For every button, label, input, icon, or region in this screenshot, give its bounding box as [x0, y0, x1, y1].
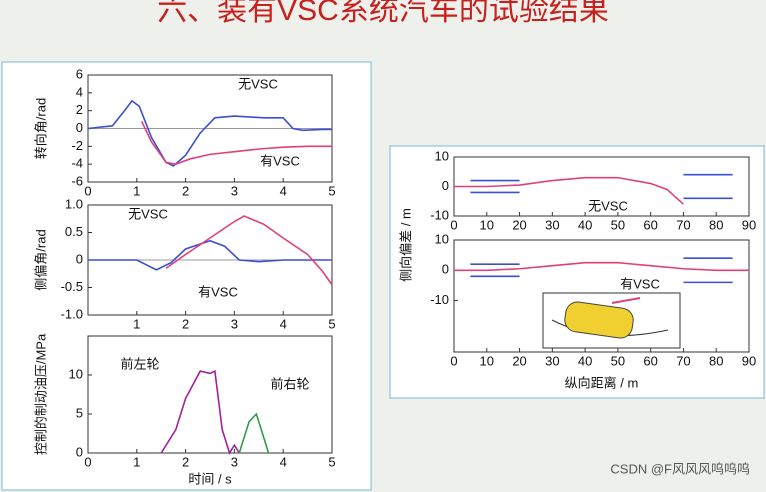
annotation: 有VSC	[260, 153, 300, 168]
x-tick-label: 60	[643, 217, 657, 232]
x-tick-label: 2	[182, 183, 189, 198]
x-tick-label: 90	[742, 353, 756, 368]
left-panel	[1, 61, 372, 491]
x-tick-label: 3	[231, 454, 238, 469]
y-tick-label: 0	[76, 120, 83, 135]
annotation: 无VSC	[128, 206, 168, 221]
right-panel	[389, 145, 765, 399]
x-tick-label: 0	[450, 353, 457, 368]
y-tick-label: 6	[76, 66, 83, 81]
y-tick-label: -1.0	[61, 306, 83, 321]
series-line	[87, 99, 332, 167]
x-tick-label: 1	[133, 454, 140, 469]
y-axis-label: 转向角/rad	[33, 98, 48, 159]
x-tick-label: 0	[84, 454, 91, 469]
annotation: 有VSC	[620, 276, 660, 291]
series-line	[88, 239, 332, 271]
x-tick-label: 70	[676, 353, 690, 368]
x-tick-label: 30	[545, 217, 559, 232]
series-line	[160, 369, 240, 455]
y-axis-label: 侧偏角/rad	[33, 229, 48, 290]
x-axis-label: 纵向距离 / m	[565, 375, 639, 390]
x-tick-label: 4	[280, 183, 287, 198]
series-line	[470, 173, 733, 182]
y-tick-label: 0	[442, 178, 449, 193]
x-tick-label: 60	[643, 353, 657, 368]
x-tick-label: 2	[182, 316, 189, 331]
x-tick-label: 2	[182, 454, 189, 469]
annotation: 有VSC	[198, 284, 238, 299]
y-tick-label: 0	[76, 444, 83, 459]
y-tick-label: -4	[71, 156, 83, 171]
y-tick-label: -2	[71, 138, 83, 153]
x-tick-label: 50	[611, 217, 625, 232]
y-tick-label: -6	[71, 173, 83, 188]
x-tick-label: 0	[450, 217, 457, 232]
y-tick-label: -10	[430, 207, 449, 222]
plot-frame	[87, 335, 333, 454]
y-tick-label: 0	[442, 262, 449, 277]
annotation: 无VSC	[588, 198, 628, 213]
x-tick-label: 0	[84, 183, 91, 198]
x-tick-label: 20	[512, 217, 526, 232]
x-tick-label: 80	[709, 217, 723, 232]
series-line	[470, 275, 733, 284]
x-tick-label: 3	[231, 183, 238, 198]
annotation: 前右轮	[270, 376, 309, 391]
x-tick-label: 40	[578, 217, 592, 232]
annotation: 无VSC	[238, 76, 278, 91]
slide-title: 六、装有VSC系统汽车的试验结果	[157, 0, 609, 27]
annotation: 前左轮	[120, 356, 159, 371]
x-tick-label: 90	[742, 217, 756, 232]
series-line	[454, 261, 749, 272]
series-line	[165, 215, 333, 286]
series-line	[140, 121, 332, 165]
y-tick-label: 4	[76, 84, 83, 99]
x-tick-label: 5	[328, 316, 335, 331]
x-tick-label: 1	[133, 183, 140, 198]
y-tick-label: 10	[69, 366, 83, 381]
y-tick-label: 10	[435, 231, 449, 246]
x-tick-label: 3	[231, 316, 238, 331]
y-tick-label: 0.5	[65, 224, 83, 239]
x-tick-label: 1	[133, 316, 140, 331]
y-tick-label: 2	[76, 102, 83, 117]
plot-frame	[453, 239, 750, 353]
x-tick-label: 4	[280, 454, 287, 469]
watermark: CSDN @F风风风呜呜呜	[610, 461, 750, 476]
x-tick-label: 30	[545, 353, 559, 368]
series-line	[470, 191, 733, 200]
x-axis-label: 时间 / s	[188, 471, 232, 486]
series-line	[454, 176, 684, 205]
y-tick-label: 10	[435, 148, 449, 163]
x-tick-label: 5	[328, 183, 335, 198]
x-tick-label: 80	[709, 353, 723, 368]
series-line	[470, 257, 733, 266]
x-tick-label: 50	[611, 353, 625, 368]
x-tick-label: 70	[676, 217, 690, 232]
x-tick-label: 5	[328, 454, 335, 469]
y-tick-label: 5	[76, 405, 83, 420]
x-tick-label: 20	[512, 353, 526, 368]
y-tick-label: 1.0	[65, 196, 83, 211]
y-axis-label: 控制的制动油压/MPa	[33, 333, 48, 455]
series-line	[238, 412, 270, 454]
x-tick-label: 40	[578, 353, 592, 368]
car-inset	[542, 292, 681, 349]
x-tick-label: 4	[280, 316, 287, 331]
y-tick-label: 0	[76, 251, 83, 266]
y-axis-label: 侧向偏差 / m	[398, 208, 413, 282]
x-tick-label: 10	[480, 217, 494, 232]
y-tick-label: -10	[430, 292, 449, 307]
x-tick-label: 10	[480, 353, 494, 368]
y-tick-label: -0.5	[61, 279, 83, 294]
